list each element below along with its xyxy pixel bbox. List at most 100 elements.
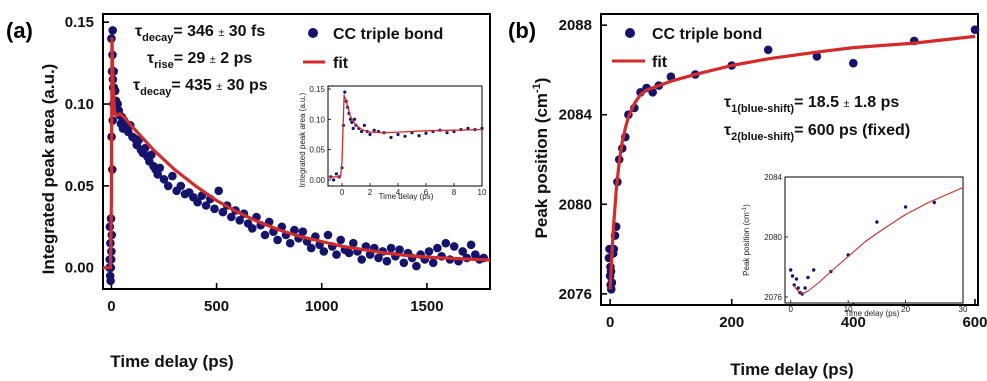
panel-a-inset-y-tick-label: 0.15	[309, 85, 325, 94]
panel-b-y-tick-label: 2076	[559, 286, 592, 303]
panel-b-inset-frame	[784, 176, 964, 304]
panel-a-x-tick-label: 500	[204, 298, 229, 315]
panel-a-annotation-pm: ±	[216, 81, 222, 93]
panel-a-inset-data-point	[424, 131, 428, 135]
panel-b-legend-fit-label: fit	[652, 54, 668, 71]
panel-b-inset-data-point	[903, 205, 908, 209]
panel-a-data-point	[159, 175, 169, 184]
panel-b-inset-data-point	[803, 286, 807, 290]
panel-a-inset-data-point	[417, 134, 421, 138]
panel-b-inset-data-point	[790, 274, 795, 278]
panel-a-inset-y-tick-label: 0.05	[309, 146, 325, 155]
panel-a-legend-fit-label: fit	[333, 55, 349, 72]
panel-a-annotation: τrise= 29 ± 2 ps	[147, 50, 252, 71]
panel-a-data-point	[332, 250, 341, 259]
panel-a-data-point	[399, 258, 409, 268]
panel-a-data-point	[386, 243, 396, 253]
panel-b-y-tick-label: 2080	[559, 196, 592, 213]
panel-b-y-axis-label: Peak position (cm-1)	[531, 78, 551, 239]
panel-b-x-axis-label: Time delay (ps)	[730, 360, 853, 379]
panel-a-data-point	[201, 201, 211, 210]
panel-a-inset-y-tick-label: 0.00	[309, 176, 325, 185]
panel-b-data-point	[970, 25, 980, 34]
panel-b-y-tick-label: 2088	[559, 17, 592, 34]
panel-a-data-point	[349, 238, 358, 248]
panel-b-annotation-subscript: 2(blue-shift)	[731, 131, 794, 143]
panel-a-inset-data-point	[343, 90, 347, 94]
panel-a-data-point	[168, 171, 177, 181]
panel-a-label: (a)	[6, 18, 33, 43]
panel-a-data-point	[374, 253, 383, 263]
panel-a-inset-x-tick-label: 10	[478, 188, 487, 197]
panel-a-data-point	[412, 261, 421, 271]
panel-a-inset-data-point	[368, 132, 372, 137]
panel-a-inset-x-tick-label: 2	[368, 188, 373, 197]
panel-a-annotation-subscript: rise	[154, 59, 174, 71]
panel-a-annotation-rest: 30 ps	[222, 77, 267, 94]
panel-a-inset-data-point	[351, 126, 355, 130]
panel-a-legend-scatter-label: CC triple bond	[333, 26, 443, 43]
panel-b-inset-data-point	[796, 286, 800, 290]
panel-b-inset-data-point	[932, 200, 936, 205]
panel-a-inset-y-tick-label: 0.10	[309, 115, 325, 124]
panel-a-annotation-rest: 2 ps	[216, 50, 253, 67]
panel-a-data-point	[163, 181, 173, 191]
panel-a-legend-marker	[308, 28, 318, 38]
panel-a-legend: CC triple bond fit	[303, 26, 443, 72]
panel-a-x-tick-label: 0	[107, 298, 115, 315]
panel-b-fit-curve	[608, 34, 976, 290]
panel-a-annotation-pm: ±	[210, 54, 216, 66]
panel-b-inset-data-point	[789, 268, 793, 272]
panel-a-fit-curve	[103, 37, 491, 270]
panel-a-data-point	[218, 207, 228, 217]
panel-b-inset-data-point	[812, 268, 816, 272]
panel-a-inset-data-point	[445, 131, 449, 135]
panel-b-annotation-subscript: 1(blue-shift)	[731, 103, 794, 115]
panel-a-inset: 0 2 4 6 8 10 0.00 0.05 0.10 0.15 Time delay (ps) In…	[298, 85, 487, 201]
panel-a-inset-data-point	[389, 135, 393, 140]
panel-b-inset-data-point	[875, 220, 879, 224]
panel-b-inset-data-point	[806, 275, 810, 280]
panel-a-annotation-value: = 435	[171, 77, 216, 94]
panel-a-inset-data-point	[362, 123, 366, 127]
panel-b-inset-x-tick-label: 30	[959, 305, 968, 314]
panel-b-legend-marker	[625, 28, 635, 38]
panel-b-inset-data-point	[794, 277, 799, 281]
panel-a-data-point	[449, 242, 459, 251]
panel-a-y-axis-label: Integrated peak area (a.u.)	[39, 64, 58, 275]
panel-b-annotation-value: = 600 ps (fixed)	[794, 122, 910, 139]
panel-a-inset-data-point	[350, 120, 354, 124]
panel-b-inset-y-tick-label: 2076	[764, 293, 782, 302]
panel-b-data-point	[763, 45, 773, 55]
panel-b-inset-y-tick-label: 2084	[764, 173, 782, 182]
panel-a-inset-y-label: Integrated peak area (a.u.)	[298, 92, 307, 187]
panel-b-x-tick-label: 0	[606, 314, 614, 331]
panel-a-annotation-subscript: decay	[142, 32, 174, 44]
panel-a-data-point	[306, 243, 316, 253]
panel-b-inset-x-tick-label: 10	[844, 305, 853, 314]
panel-a-inset-x-tick-label: 0	[340, 188, 345, 197]
panel-a-y-tick-label: 0.10	[65, 96, 94, 113]
panel-b-inset-y-label: Peak position (cm-1)	[742, 204, 751, 276]
panel-a-data-point	[210, 204, 219, 214]
panel-a-data-point	[424, 247, 434, 256]
panel-a-data-point	[298, 227, 308, 236]
panel-b-inset-fit-curve	[793, 186, 964, 295]
panel-a-data-point	[466, 240, 476, 250]
panel-a-data-point	[106, 276, 115, 286]
panel-b-x-tick-label: 400	[841, 314, 866, 331]
panel-a-inset-data-point	[360, 129, 364, 134]
panel-a-y-tick-label: 0.05	[65, 178, 94, 195]
panel-a-data-point	[382, 256, 392, 266]
panel-a-data-point	[319, 247, 329, 256]
panel-a-annotation-value: = 346	[173, 23, 218, 40]
panel-a-data-point	[155, 163, 165, 173]
panel-a-data-point	[285, 238, 295, 248]
panel-a-inset-data-point	[372, 128, 376, 132]
panel-b-annotations: τ1(blue-shift)= 18.5 ± 1.8 psτ2(blue-shi…	[724, 94, 910, 143]
panel-a-annotation-pm: ±	[218, 27, 224, 39]
panel-a-y-tick-label: 0.15	[65, 14, 94, 31]
panel-a-data-point	[344, 248, 354, 258]
